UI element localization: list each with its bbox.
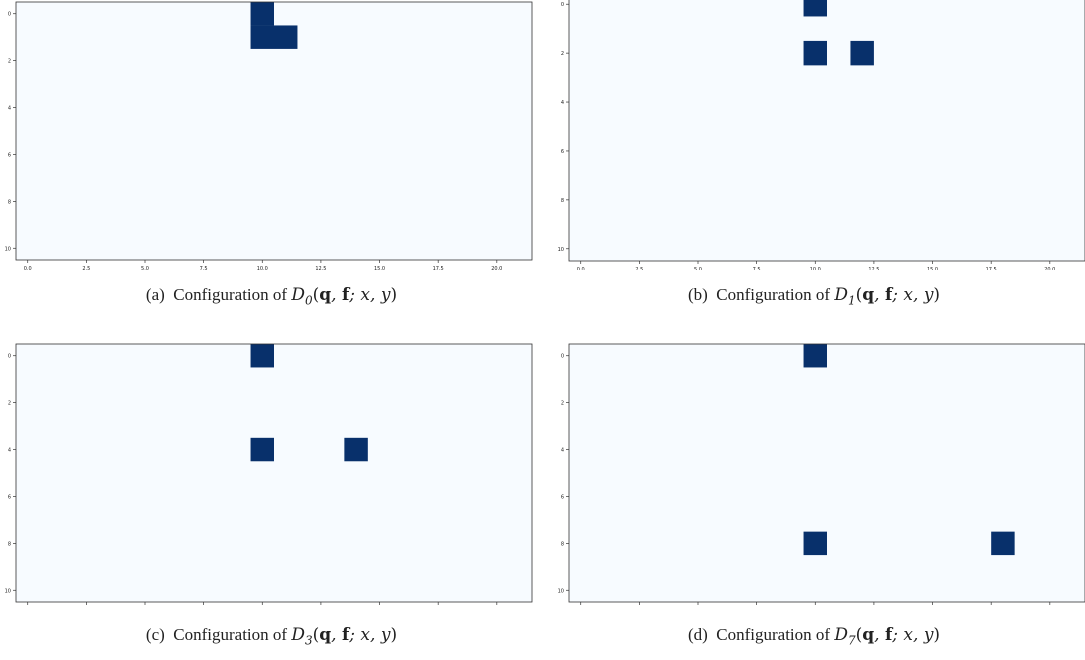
cell-d-0	[803, 344, 827, 368]
x-tick-label: 7.5	[753, 267, 761, 270]
y-tick-label: 10	[558, 247, 564, 253]
x-tick-label: 2.5	[82, 266, 90, 270]
y-tick-label: 2	[561, 51, 564, 57]
x-tick-label: 0.0	[577, 267, 585, 270]
y-tick-label: 10	[5, 588, 11, 594]
plot-background	[569, 0, 1085, 261]
x-tick-label: 5.0	[141, 266, 149, 270]
y-tick-label: 0	[561, 2, 564, 8]
x-tick-label: 12.5	[315, 266, 326, 270]
cell-b-0	[803, 0, 827, 17]
y-tick-label: 8	[561, 541, 564, 547]
y-tick-label: 4	[561, 448, 564, 454]
y-tick-label: 4	[561, 100, 564, 106]
y-tick-label: 6	[8, 494, 11, 500]
y-tick-label: 8	[8, 541, 11, 547]
plot-frame	[568, 0, 1085, 262]
y-tick-label: 2	[8, 401, 11, 407]
y-tick-label: 10	[558, 588, 564, 594]
y-tick-label: 0	[8, 354, 11, 360]
x-tick-label: 20.0	[491, 266, 502, 270]
caption-d: (d) Configuration of D7(q, f; x, y)	[687, 625, 941, 648]
panel-c: 0.02.55.07.510.012.515.017.520.00246810 …	[0, 330, 543, 660]
x-tick-label: 10.0	[257, 266, 268, 270]
y-tick-label: 6	[8, 152, 11, 158]
x-tick-label: 20.0	[1044, 267, 1055, 270]
plot-frame	[15, 1, 533, 261]
y-tick-label: 2	[561, 401, 564, 407]
panel-b: 0.0 2.5 5.0 7.5 10.0 12.5 15.0 17.5 20.0 0 2 4 6 8 10 …	[543, 0, 1085, 330]
y-tick-label: 8	[561, 198, 564, 204]
x-tick-label: 5.0	[694, 267, 702, 270]
heatmap-b: 0.0 2.5 5.0 7.5 10.0 12.5 15.0 17.5 20.0 0 2 4 6 8 10	[558, 0, 1085, 273]
y-tick-label: 2	[8, 59, 11, 65]
plot-frame	[568, 343, 1085, 603]
y-tick-label: 0	[561, 354, 564, 360]
caption-c: (c) Configuration of D3(q, f; x, y)	[145, 625, 398, 648]
cell-b-2	[850, 40, 874, 66]
x-tick-label: 10.0	[810, 267, 821, 270]
y-tick-label: 6	[561, 494, 564, 500]
plot-background	[16, 344, 532, 602]
y-tick-label: 8	[8, 199, 11, 205]
x-tick-label: 15.0	[927, 267, 938, 270]
plot-background	[569, 344, 1085, 602]
x-tick-label: 7.5	[200, 266, 208, 270]
cell-c-0	[250, 344, 274, 368]
cell-a-2	[274, 25, 298, 49]
x-tick-label: 15.0	[374, 266, 385, 270]
panel-a: 0.0 2.5 5.0 7.5 10.0 12.5 15.0 17.5 20.0 0 2 4 6 8 10 …	[0, 0, 543, 330]
y-tick-label: 10	[5, 246, 11, 252]
cell-a-0	[250, 2, 274, 26]
cell-d-1	[803, 531, 827, 556]
x-tick-label: 17.5	[986, 267, 997, 270]
x-tick-label: 2.5	[635, 267, 643, 270]
caption-b: (b) Configuration of D1(q, f; x, y)	[687, 285, 941, 308]
y-tick-label: 6	[561, 149, 564, 155]
cell-a-1	[250, 25, 274, 49]
y-tick-label: 4	[8, 448, 11, 454]
heatmap-a: 0.0 2.5 5.0 7.5 10.0 12.5 15.0 17.5 20.0 0 2 4 6 8 10	[5, 1, 533, 272]
x-tick-label: 0.0	[24, 266, 32, 270]
cell-c-2	[344, 437, 368, 462]
x-tick-label: 17.5	[433, 266, 444, 270]
cell-d-2	[991, 531, 1015, 556]
caption-a: (a) Configuration of D0(q, f; x, y)	[145, 285, 398, 308]
cell-b-1	[803, 40, 827, 66]
plot-frame	[15, 343, 533, 603]
x-tick-label: 12.5	[868, 267, 879, 270]
y-tick-label: 4	[8, 106, 11, 112]
cell-c-1	[250, 437, 274, 462]
panel-d: 0.02.55.07.510.012.515.017.520.00246810 …	[543, 330, 1085, 660]
y-tick-label: 0	[8, 12, 11, 18]
